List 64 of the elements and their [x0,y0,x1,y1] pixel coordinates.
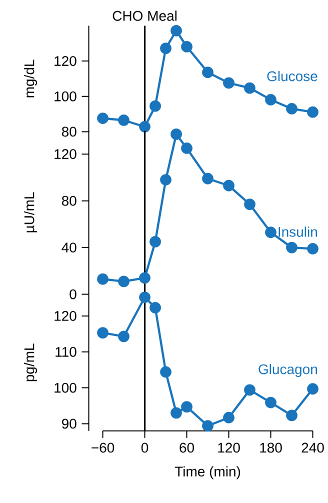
y-tick-label: 40 [62,242,76,253]
series-label: Insulin [278,226,318,237]
point [286,410,298,422]
point [150,100,162,112]
point [118,330,130,342]
point [118,114,130,126]
point [286,242,298,254]
point [244,384,256,396]
point [181,401,193,413]
point [265,94,277,106]
y-tick-label: 120 [54,310,76,321]
ref-line-label: CHO Meal [112,10,177,21]
series-label: Glucagon [258,364,318,378]
point [150,302,162,314]
point [202,66,214,78]
point [139,292,151,303]
x-tick-label: 240 [302,442,324,453]
y-tick-label: 90 [62,418,76,429]
point [244,82,256,94]
y-tick-label: 120 [54,149,76,160]
point [97,112,109,124]
point [139,272,151,284]
x-tick-label: 0 [142,442,148,453]
point [118,276,130,288]
point [202,172,214,184]
y-tick-label: 100 [54,382,76,393]
point [307,243,319,254]
point [160,174,172,186]
x-axis-title: Time (min) [175,466,240,480]
point [181,142,193,154]
point [244,198,256,210]
point [139,121,151,132]
point [97,327,109,339]
y-axis-title: mg/dL [24,60,38,98]
point [170,407,182,419]
point [223,180,235,192]
x-tick-label: 120 [218,442,240,453]
point [170,24,182,36]
point [286,103,298,114]
y-tick-label: 80 [62,126,76,137]
point [150,236,162,248]
point [223,77,235,89]
point [181,41,193,52]
y-axis-title: pg/mL [24,344,38,382]
point [307,383,319,395]
point [170,128,182,140]
point [160,42,172,54]
x-tick-label: 60 [180,442,194,453]
x-tick-label: 180 [260,442,282,453]
y-tick-label: 100 [54,91,76,102]
y-tick-label: 120 [54,56,76,66]
point [223,412,235,424]
point [97,273,109,285]
series-label: Glucose [267,70,318,82]
point [265,226,277,238]
y-tick-label: 110 [56,346,76,357]
point [265,396,277,408]
y-axis-title: µU/mL [24,192,38,232]
point [160,366,172,378]
x-tick-label: −60 [92,442,114,453]
point [202,420,214,432]
y-tick-label: 0 [70,289,76,300]
y-tick-label: 80 [62,196,76,206]
point [307,106,319,118]
